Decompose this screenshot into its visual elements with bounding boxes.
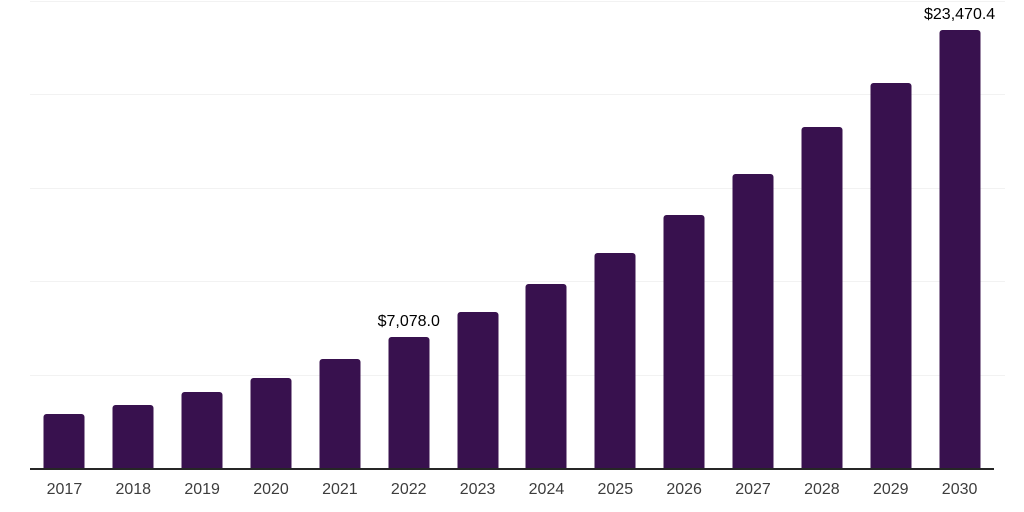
bar [388, 336, 430, 469]
x-axis-line [30, 468, 994, 470]
bar-slot [168, 0, 237, 470]
bar-slot [856, 0, 925, 470]
bar [525, 283, 567, 469]
plot-area: $7,078.0 $23,470.4 [30, 0, 1005, 470]
x-tick-label: 2018 [115, 481, 152, 498]
x-tick-label: 2017 [46, 481, 83, 498]
bar-value-label: $7,078.0 [377, 312, 440, 330]
bar [732, 173, 774, 469]
bar [801, 127, 843, 469]
bar [112, 404, 154, 469]
bar-slot: $7,078.0 [374, 0, 443, 470]
bar [870, 83, 912, 469]
bar [250, 377, 292, 469]
x-tick-label: 2021 [322, 481, 358, 498]
bar-slot [237, 0, 306, 470]
gridline [30, 281, 1005, 283]
x-axis-labels: 2017 2018 2019 2020 2021 2022 2023 2024 2025 2026… [30, 479, 994, 501]
x-tick-label: 2026 [666, 481, 702, 498]
bar [594, 252, 636, 469]
x-tick-label: 2022 [390, 481, 427, 498]
bar-slot [30, 0, 99, 470]
bars-container: $7,078.0 $23,470.4 [30, 0, 996, 470]
gridline [30, 0, 1005, 2]
x-tick-label: 2028 [804, 481, 840, 498]
gridlines [30, 0, 1005, 470]
x-tick-label: 2020 [253, 481, 289, 498]
bar-slot: $23,470.4 [924, 0, 996, 470]
bar [181, 391, 223, 469]
bar-slot [99, 0, 168, 470]
bar-slot [719, 0, 788, 470]
x-tick-label: 2024 [528, 481, 565, 498]
bar-value-label: $23,470.4 [924, 5, 996, 23]
bar [319, 358, 361, 469]
x-tick-label: 2027 [735, 481, 771, 498]
bar [457, 311, 499, 469]
x-tick-label: 2030 [941, 481, 978, 498]
gridline [30, 187, 1005, 189]
bar [663, 214, 705, 469]
gridline [30, 94, 1005, 96]
bar-slot [581, 0, 650, 470]
bar [43, 413, 85, 469]
bar-slot [512, 0, 581, 470]
x-tick-label: 2023 [459, 481, 496, 498]
gridline [30, 374, 1005, 376]
bar-slot [305, 0, 374, 470]
bar-slot [787, 0, 856, 470]
x-tick-label: 2029 [872, 481, 909, 498]
x-tick-label: 2019 [184, 481, 220, 498]
bar-slot [650, 0, 719, 470]
x-tick-label: 2025 [597, 481, 634, 498]
bar-slot [443, 0, 512, 470]
bar [939, 29, 981, 469]
